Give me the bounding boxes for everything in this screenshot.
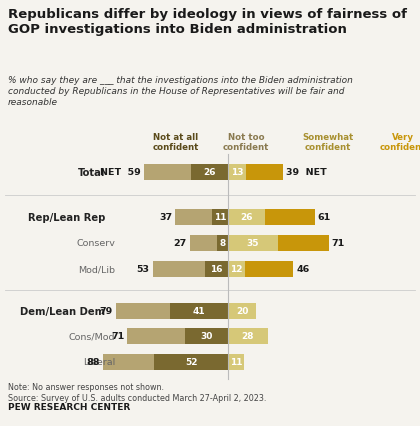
Bar (228, 328, 268, 344)
Bar (154, 354, 228, 370)
Text: 71: 71 (111, 332, 124, 341)
Text: NET  59: NET 59 (100, 168, 141, 177)
Bar (170, 303, 228, 319)
Text: 12: 12 (230, 265, 243, 274)
Text: Cons/Mod: Cons/Mod (68, 332, 115, 341)
Bar (191, 164, 228, 181)
Bar (245, 262, 293, 277)
Text: Not too
confident: Not too confident (223, 132, 269, 152)
Text: Republicans differ by ideology in views of fairness of
GOP investigations into B: Republicans differ by ideology in views … (8, 8, 407, 36)
Text: 41: 41 (193, 307, 205, 316)
Text: 30: 30 (200, 332, 213, 341)
Bar (213, 210, 228, 225)
Text: 71: 71 (332, 239, 345, 248)
Text: 8: 8 (219, 239, 226, 248)
Text: 26: 26 (203, 168, 216, 177)
Bar (265, 210, 315, 225)
Text: 46: 46 (297, 265, 310, 274)
Bar (228, 210, 265, 225)
Text: 20: 20 (236, 307, 248, 316)
Text: 13: 13 (231, 168, 244, 177)
Text: 61: 61 (318, 213, 331, 222)
Text: Mod/Lib: Mod/Lib (78, 265, 115, 274)
Bar (228, 236, 278, 251)
Bar (190, 236, 217, 251)
Text: Very
confident: Very confident (380, 132, 420, 152)
Bar (228, 164, 247, 181)
Bar (103, 354, 154, 370)
Text: 88: 88 (87, 358, 100, 367)
Text: Somewhat
confident: Somewhat confident (302, 132, 354, 152)
Bar (176, 210, 213, 225)
Text: 39  NET: 39 NET (286, 168, 327, 177)
Text: Total: Total (78, 167, 105, 178)
Bar (185, 328, 228, 344)
Text: Rep/Lean Rep: Rep/Lean Rep (28, 213, 105, 222)
Bar (217, 236, 228, 251)
Text: Note: No answer responses not shown.
Source: Survey of U.S. adults conducted Mar: Note: No answer responses not shown. Sou… (8, 382, 266, 403)
Text: Dem/Lean Dem: Dem/Lean Dem (20, 306, 105, 316)
Text: Liberal: Liberal (83, 358, 115, 367)
Text: 28: 28 (241, 332, 254, 341)
Bar (205, 262, 228, 277)
Bar (278, 236, 329, 251)
Bar (144, 164, 191, 181)
Bar (127, 328, 185, 344)
Bar (153, 262, 205, 277)
Text: % who say they are ___ that the investigations into the Biden administration
con: % who say they are ___ that the investig… (8, 76, 353, 107)
Text: 11: 11 (214, 213, 226, 222)
Text: 35: 35 (247, 239, 259, 248)
Text: PEW RESEARCH CENTER: PEW RESEARCH CENTER (8, 402, 130, 411)
Text: 53: 53 (137, 265, 150, 274)
Text: 37: 37 (159, 213, 173, 222)
Bar (228, 354, 244, 370)
Text: Conserv: Conserv (76, 239, 115, 248)
Bar (228, 262, 245, 277)
Text: 16: 16 (210, 265, 223, 274)
Bar (247, 164, 284, 181)
Text: Not at all
confident: Not at all confident (153, 132, 199, 152)
Bar (116, 303, 170, 319)
Bar (228, 303, 256, 319)
Text: 79: 79 (100, 307, 113, 316)
Text: 52: 52 (185, 358, 197, 367)
Text: 26: 26 (240, 213, 253, 222)
Text: 27: 27 (173, 239, 186, 248)
Text: 11: 11 (230, 358, 242, 367)
